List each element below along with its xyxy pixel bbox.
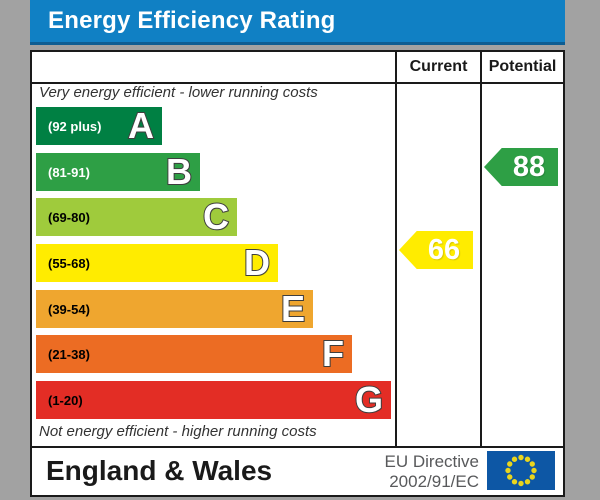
band-range-label: (1-20) <box>48 392 83 408</box>
rating-table: Current Potential Very energy efficient … <box>30 50 565 448</box>
band-row-g: (1-20) G <box>36 381 391 419</box>
eu-directive-label: EU Directive 2002/91/EC <box>385 452 479 492</box>
column-divider-left <box>395 52 397 446</box>
current-rating-value: 66 <box>427 233 461 266</box>
band-letter: E <box>280 288 306 329</box>
band-letter: G <box>354 379 384 420</box>
band-row-e: (39-54) E <box>36 290 313 328</box>
band-row-d: (55-68) D <box>36 244 278 282</box>
band-row-c: (69-80) C <box>36 198 237 236</box>
chart-header: Energy Efficiency Rating <box>30 0 565 45</box>
band-range-label: (39-54) <box>48 301 90 317</box>
band-range-label: (21-38) <box>48 346 90 362</box>
eu-directive-line2: 2002/91/EC <box>389 472 479 491</box>
band-row-f: (21-38) F <box>36 335 352 373</box>
column-divider-right <box>480 52 482 446</box>
current-rating-arrow: 66 <box>399 231 473 269</box>
band-range-label: (92 plus) <box>48 118 102 134</box>
current-column-header: Current <box>409 58 468 75</box>
band-range-label: (81-91) <box>48 164 90 180</box>
band-row-b: (81-91) B <box>36 153 200 191</box>
eu-directive-line1: EU Directive <box>384 452 479 471</box>
band-letter: F <box>321 333 345 374</box>
potential-column-header: Potential <box>488 58 557 75</box>
potential-rating-arrow: 88 <box>484 148 558 186</box>
chart-footer: England & Wales EU Directive 2002/91/EC <box>30 448 565 497</box>
eu-flag-icon <box>487 451 555 490</box>
potential-rating-value: 88 <box>512 150 546 183</box>
band-letter: A <box>127 105 155 146</box>
band-letter: B <box>165 151 193 192</box>
band-letter: C <box>202 196 230 237</box>
header-row-divider <box>32 82 563 84</box>
region-label: England & Wales <box>46 455 273 486</box>
band-range-label: (55-68) <box>48 255 90 271</box>
band-letter: D <box>243 242 271 283</box>
band-range-label: (69-80) <box>48 209 90 225</box>
bottom-caption: Not energy efficient - higher running co… <box>39 423 317 440</box>
band-row-a: (92 plus) A <box>36 107 162 145</box>
top-caption: Very energy efficient - lower running co… <box>39 84 318 101</box>
chart-title: Energy Efficiency Rating <box>48 7 336 34</box>
